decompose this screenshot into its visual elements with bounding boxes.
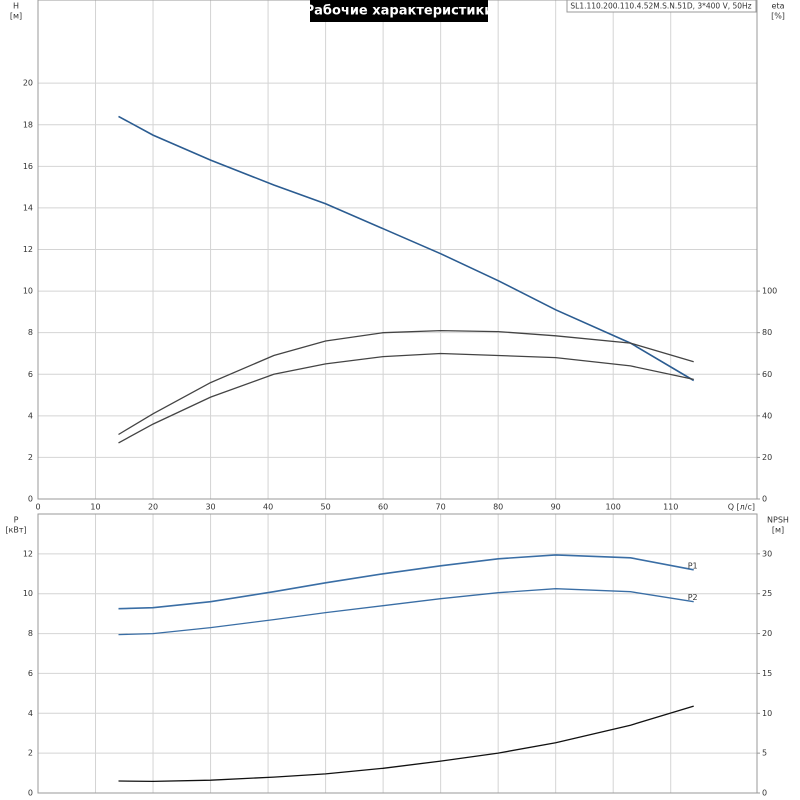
curve <box>118 588 694 636</box>
y2-axis-label: eta <box>772 2 785 11</box>
y-tick-label: 0 <box>28 789 33 798</box>
x-tick-label: 60 <box>378 503 388 512</box>
y-tick-label: 14 <box>23 203 33 212</box>
title-box <box>310 0 488 22</box>
curve <box>118 329 694 436</box>
y2-tick-label: 80 <box>762 328 772 337</box>
y-tick-label: 8 <box>28 328 33 337</box>
y-tick-label: 12 <box>23 549 33 558</box>
chart-title: Рабочие характеристики <box>305 4 494 19</box>
y-axis-unit: [м] <box>10 12 22 21</box>
series-label: P1 <box>688 561 698 570</box>
y-axis-label: P <box>14 516 19 525</box>
plot-frame <box>37 513 758 794</box>
curve <box>118 705 694 783</box>
y2-tick-label: 100 <box>762 287 777 296</box>
x-tick-label: 20 <box>148 503 158 512</box>
y-axis-unit: [кВт] <box>5 526 26 535</box>
y2-tick-label: 15 <box>762 669 772 678</box>
x-tick-label: 90 <box>551 503 561 512</box>
y-tick-label: 6 <box>28 370 33 379</box>
subtitle-box <box>566 0 757 13</box>
y2-tick-label: 20 <box>762 453 772 462</box>
chart-subtitle: SL1.110.200.110.4.52M.S.N.51D, 3*400 V, … <box>570 2 751 11</box>
y2-tick-label: 5 <box>762 749 767 758</box>
x-tick-label: 80 <box>493 503 503 512</box>
x-tick-label: 70 <box>436 503 446 512</box>
curve <box>118 554 694 610</box>
y2-tick-label: 20 <box>762 629 772 638</box>
y2-tick-label: 40 <box>762 411 772 420</box>
y-tick-label: 10 <box>23 589 33 598</box>
y2-tick-label: 0 <box>762 789 767 798</box>
y2-axis-label: NPSH <box>767 516 789 525</box>
x-tick-label: 40 <box>263 503 273 512</box>
x-tick-label: 50 <box>321 503 331 512</box>
y-tick-label: 2 <box>28 749 33 758</box>
y-tick-label: 12 <box>23 245 33 254</box>
y2-axis-unit: [%] <box>771 12 785 21</box>
y-tick-label: 2 <box>28 453 33 462</box>
y-tick-label: 6 <box>28 669 33 678</box>
y2-axis-unit: [м] <box>772 526 784 535</box>
x-tick-label: 0 <box>35 503 40 512</box>
y-tick-label: 0 <box>28 495 33 504</box>
y-tick-label: 16 <box>23 162 33 171</box>
x-tick-label: 30 <box>205 503 215 512</box>
y2-tick-label: 10 <box>762 709 772 718</box>
x-tick-label: 100 <box>606 503 621 512</box>
y-tick-label: 10 <box>23 287 33 296</box>
y-tick-label: 8 <box>28 629 33 638</box>
y-axis-label: H <box>13 2 19 11</box>
x-tick-label: 110 <box>663 503 678 512</box>
series-label: P2 <box>688 593 698 602</box>
y-tick-label: 18 <box>23 120 33 129</box>
y2-tick-label: 25 <box>762 589 772 598</box>
y2-tick-label: 60 <box>762 370 772 379</box>
y2-tick-label: 30 <box>762 549 772 558</box>
y-tick-label: 20 <box>23 79 33 88</box>
curve <box>118 115 695 382</box>
y2-tick-label: 0 <box>762 495 767 504</box>
curve <box>118 352 694 444</box>
x-tick-label: 10 <box>90 503 100 512</box>
y-tick-label: 4 <box>28 709 33 718</box>
plot-frame <box>37 0 758 500</box>
x-axis-label: Q [л/с] <box>728 503 755 512</box>
y-tick-label: 4 <box>28 411 33 420</box>
